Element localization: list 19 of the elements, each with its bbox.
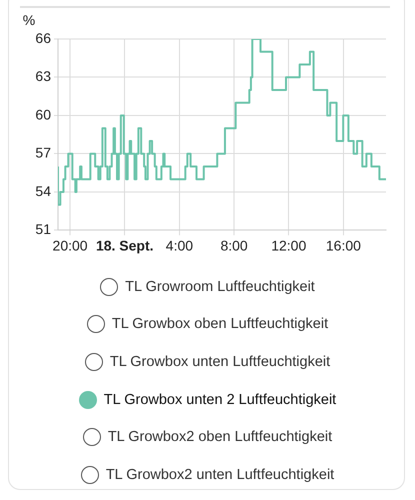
x-tick-label: 12:00 (271, 237, 306, 254)
x-tick-label: 4:00 (166, 237, 194, 254)
y-tick-label: 60 (35, 106, 52, 122)
legend-label: TL Growroom Luftfeuchtigkeit (125, 278, 315, 295)
y-tick-label: 57 (35, 144, 52, 161)
legend-label: TL Growbox oben Luftfeuchtigkeit (112, 316, 328, 332)
y-tick-label: 66 (35, 30, 52, 46)
x-tick-label: 8:00 (220, 237, 248, 254)
legend-label: TL Growbox2 oben Luftfeuchtigkeit (108, 429, 332, 446)
legend-label: TL Growbox unten 2 Luftfeuchtigkeit (104, 392, 336, 408)
legend-label: TL Growbox2 unten Luftfeuchtigkeit (106, 466, 334, 483)
legend-label: TL Growbox unten Luftfeuchtigkeit (110, 354, 330, 370)
y-tick-label: 51 (35, 221, 52, 238)
x-tick-label: 20:00 (52, 237, 88, 254)
y-axis-title: % (22, 12, 36, 28)
x-tick-label: 16:00 (326, 237, 362, 254)
y-tick-label: 63 (35, 68, 52, 84)
x-tick-label: 18. Sept. (96, 237, 154, 254)
y-tick-label: 54 (35, 182, 52, 199)
